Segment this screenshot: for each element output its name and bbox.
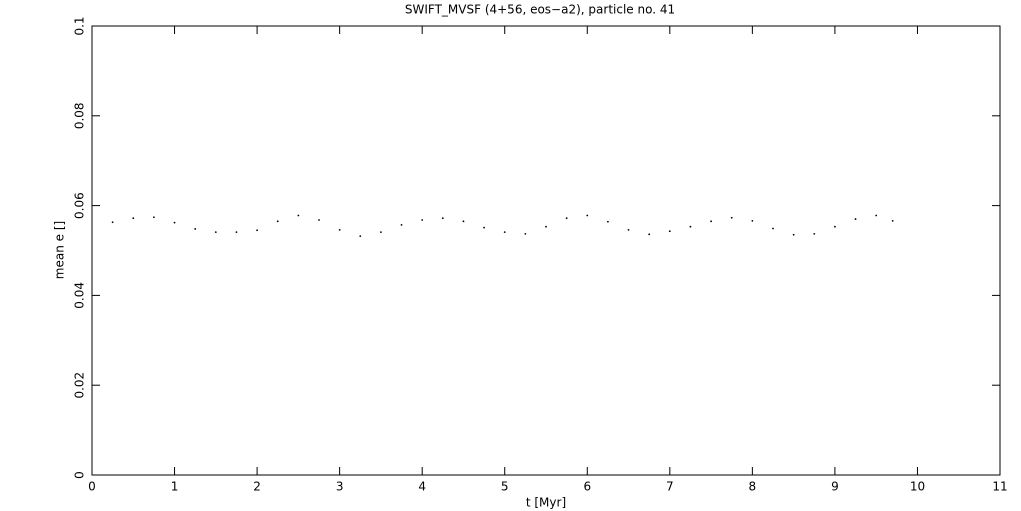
- data-point: [524, 232, 527, 235]
- data-point: [710, 220, 712, 223]
- data-point: [607, 220, 609, 223]
- data-point: [132, 217, 135, 220]
- data-point: [875, 214, 878, 217]
- y-tick-label: 0.02: [73, 372, 87, 399]
- y-tick-label: 0.06: [73, 192, 87, 219]
- data-point: [565, 217, 568, 220]
- data-point: [194, 228, 197, 230]
- data-point: [586, 214, 589, 217]
- data-point: [854, 218, 857, 220]
- data-point: [256, 229, 258, 232]
- x-tick-label: 6: [583, 480, 591, 494]
- x-tick-label: 11: [992, 480, 1007, 494]
- data-point: [730, 216, 733, 219]
- data-point: [173, 221, 176, 224]
- data-point: [813, 232, 816, 235]
- plot-frame: [91, 25, 1001, 476]
- x-tick-label: 3: [336, 480, 344, 494]
- data-point: [421, 219, 424, 221]
- y-tick-label: 0.08: [73, 102, 87, 129]
- data-point: [891, 219, 894, 222]
- data-point: [627, 228, 630, 231]
- data-point: [834, 225, 836, 228]
- data-point: [235, 231, 238, 233]
- x-tick-label: 1: [171, 480, 179, 494]
- data-point: [318, 219, 320, 221]
- data-point: [772, 227, 774, 230]
- data-point: [648, 233, 651, 236]
- data-point: [483, 226, 485, 229]
- data-point: [441, 217, 444, 220]
- data-point: [400, 224, 403, 226]
- data-point: [380, 231, 382, 233]
- x-tick-label: 8: [749, 480, 757, 494]
- y-tick-label: 0.1: [73, 16, 87, 35]
- data-point: [276, 220, 279, 223]
- x-tick-label: 9: [831, 480, 839, 494]
- x-axis-label: t [Myr]: [526, 496, 566, 510]
- data-point: [111, 221, 114, 224]
- x-tick-label: 2: [253, 480, 261, 494]
- x-tick-label: 10: [910, 480, 925, 494]
- x-tick-label: 0: [88, 480, 96, 494]
- data-point: [545, 225, 547, 228]
- data-point: [338, 228, 341, 231]
- data-point: [297, 214, 300, 217]
- data-point: [359, 235, 362, 238]
- y-tick-label: 0.04: [73, 282, 87, 309]
- data-point: [153, 216, 155, 219]
- data-point: [689, 225, 692, 228]
- chart-title: SWIFT_MVSF (4+56, eos−a2), particle no. …: [405, 3, 675, 17]
- data-point: [214, 231, 217, 233]
- data-point: [792, 233, 795, 236]
- data-point: [751, 219, 754, 222]
- data-point: [668, 230, 671, 233]
- x-tick-label: 7: [666, 480, 674, 494]
- data-point: [503, 231, 506, 233]
- data-point: [462, 220, 465, 223]
- y-axis-label: mean e []: [53, 221, 67, 279]
- x-tick-label: 4: [418, 480, 426, 494]
- x-tick-label: 5: [501, 480, 509, 494]
- y-tick-label: 0: [73, 471, 87, 479]
